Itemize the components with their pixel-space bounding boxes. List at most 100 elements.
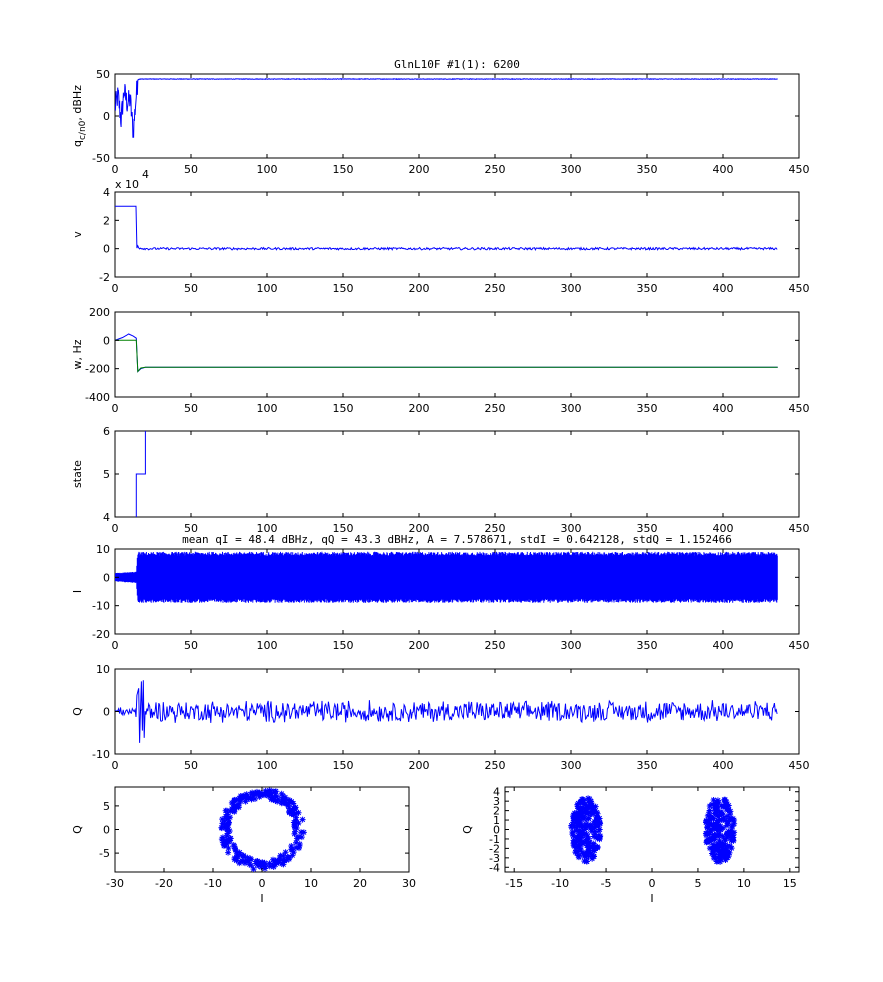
x-tick-label: 100 (257, 639, 278, 652)
scatter-point (225, 845, 232, 852)
scatter-point (575, 848, 582, 855)
scatter-point (597, 820, 604, 827)
scatter-point (227, 808, 234, 815)
x-tick-label: -10 (204, 877, 222, 890)
x-tick-label: 150 (333, 759, 354, 772)
axes-box (114, 786, 410, 873)
y-tick-label: -1 (489, 833, 500, 846)
scatter-point (572, 849, 579, 856)
series-line-Q-0 (115, 680, 778, 743)
scatter-point (223, 815, 230, 822)
y-tick-label: -4 (489, 861, 500, 874)
x-tick-label: 200 (409, 639, 430, 652)
scatter-point (237, 796, 244, 803)
x-tick-label: 450 (789, 402, 810, 415)
scatter-point (578, 839, 585, 846)
scatter-point (706, 803, 713, 810)
y-tick-label: -10 (92, 600, 110, 613)
scatter-point (258, 859, 265, 866)
x-tick-label: 350 (637, 522, 658, 535)
scatter-point (252, 795, 259, 802)
scatter-point (582, 830, 589, 837)
x-tick-label: -15 (505, 877, 523, 890)
scatter-point (577, 822, 584, 829)
scatter-point (277, 852, 284, 859)
scatter-point (716, 837, 723, 844)
scatter-point (720, 825, 727, 832)
scatter-point (728, 822, 735, 829)
scatter-point (714, 821, 721, 828)
scatter-point (717, 826, 724, 833)
scatter-point (278, 860, 285, 867)
scatter-point (727, 808, 734, 815)
scatter-point (710, 846, 717, 853)
x-tick-label: 300 (561, 759, 582, 772)
scatter-point (726, 849, 733, 856)
series-line-state-0 (135, 431, 146, 517)
scatter-point (724, 821, 731, 828)
scatter-point (715, 799, 722, 806)
y-tick-label: -10 (92, 748, 110, 761)
scatter-point (582, 824, 589, 831)
scatter-point (261, 860, 268, 867)
y-tick-label: -400 (85, 391, 110, 404)
scatter-point (704, 824, 711, 831)
scatter-point (293, 814, 300, 821)
data-layer (115, 205, 778, 251)
x-tick-label: 15 (783, 877, 797, 890)
scatter-point (718, 817, 725, 824)
scatter-point (710, 841, 717, 848)
scatter-point (723, 813, 730, 820)
scatter-point (291, 824, 298, 831)
scatter-point (236, 849, 243, 856)
y-axis-label: I (71, 590, 84, 593)
scatter-point (590, 833, 597, 840)
scatter-point (270, 856, 277, 863)
scatter-point (576, 833, 583, 840)
scatter-point (712, 855, 719, 862)
scatter-point (575, 854, 582, 861)
scatter-point (706, 845, 713, 852)
scatter-point (218, 824, 225, 831)
x-tick-label: 100 (257, 163, 278, 176)
series-line-w-1 (115, 339, 778, 373)
panel-I: 0 50 100 150 200 250 300 350 400 450 -20 -10 0 10 mean… (71, 533, 810, 652)
scatter-point (250, 790, 257, 797)
scatter-point (274, 857, 281, 864)
scatter-point (240, 792, 247, 799)
x-tick-label: 350 (637, 759, 658, 772)
scatter-point (703, 819, 710, 826)
scatter-point (569, 828, 576, 835)
scatter-point (715, 849, 722, 856)
scatter-point (591, 824, 598, 831)
scatter-point (715, 817, 722, 824)
scatter-point (280, 861, 287, 868)
scatter-point (711, 804, 718, 811)
data-layer (218, 787, 307, 872)
scatter-point (722, 817, 729, 824)
scatter-point (234, 852, 241, 859)
scatter-point (233, 849, 240, 856)
scatter-point (237, 851, 244, 858)
scatter-point (595, 823, 602, 830)
scatter-point (713, 825, 720, 832)
y-tick-label: 6 (103, 425, 110, 438)
scatter-point (589, 824, 596, 831)
y-tick-label: 0 (103, 334, 110, 347)
chart-title: mean qI = 48.4 dBHz, qQ = 43.3 dBHz, A =… (182, 533, 732, 546)
x-tick-label: 300 (561, 522, 582, 535)
x-tick-label: -20 (155, 877, 173, 890)
scatter-point (576, 811, 583, 818)
scatter-point (723, 798, 730, 805)
scatter-point (295, 809, 302, 816)
scatter-point (293, 835, 300, 842)
scatter-point (222, 813, 229, 820)
y-tick-label: 0 (103, 110, 110, 123)
x-tick-label: 250 (485, 282, 506, 295)
scatter-point (293, 839, 300, 846)
scatter-point (711, 853, 718, 860)
x-tick-label: 50 (184, 759, 198, 772)
scatter-point (706, 809, 713, 816)
scatter-point (590, 840, 597, 847)
